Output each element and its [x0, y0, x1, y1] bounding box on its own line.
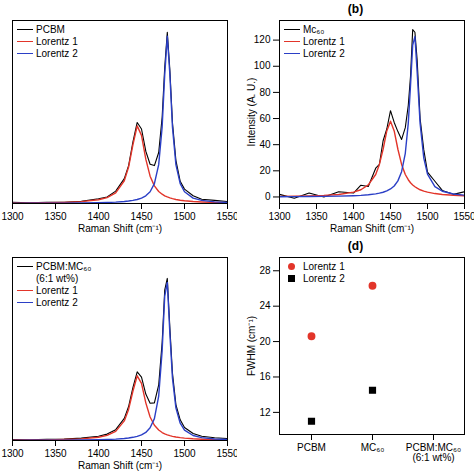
svg-text:1400: 1400	[87, 211, 110, 222]
html-text:PCBM: PCBM	[36, 24, 65, 35]
svg-text:120: 120	[254, 34, 271, 45]
html-text:Lorentz 2: Lorentz 2	[303, 273, 345, 284]
svg-text:1300: 1300	[1, 448, 24, 459]
svg-text:1550: 1550	[216, 211, 237, 222]
html-text:PCBM:MC₆₀ (6:1 wt%): PCBM:MC₆₀ (6:1 wt%)	[36, 261, 92, 284]
svg-text:1500: 1500	[173, 448, 196, 459]
svg-text:20: 20	[259, 165, 271, 176]
html-text:Mc₆₀: Mc₆₀	[303, 24, 325, 35]
svg-text:16: 16	[259, 371, 271, 382]
svg-text:1350: 1350	[44, 448, 67, 459]
svg-text:1550: 1550	[216, 448, 237, 459]
svg-text:1500: 1500	[173, 211, 196, 222]
svg-text:PCBM:MC₆₀(6:1 wt%): PCBM:MC₆₀(6:1 wt%)	[406, 442, 461, 463]
svg-text:20: 20	[259, 336, 271, 347]
svg-text:Raman Shift (cm⁻¹): Raman Shift (cm⁻¹)	[330, 223, 414, 234]
svg-text:1350: 1350	[305, 211, 328, 222]
svg-text:FWHM (cm⁻¹): FWHM (cm⁻¹)	[246, 316, 257, 376]
html-text:Lorentz 2: Lorentz 2	[36, 48, 78, 59]
svg-text:1400: 1400	[87, 448, 110, 459]
html-text:Lorentz 1: Lorentz 1	[303, 36, 345, 47]
svg-text:1500: 1500	[416, 211, 439, 222]
svg-text:12: 12	[259, 407, 271, 418]
html-text:Lorentz 1: Lorentz 1	[36, 285, 78, 296]
svg-text:1450: 1450	[379, 211, 402, 222]
svg-text:Intensity (A. U.): Intensity (A. U.)	[246, 78, 257, 147]
html-text:Lorentz 1: Lorentz 1	[303, 261, 345, 272]
svg-text:100: 100	[254, 60, 271, 71]
svg-text:60: 60	[259, 113, 271, 124]
svg-text:PCBM: PCBM	[297, 442, 326, 453]
html-text:(b): (b)	[347, 2, 364, 16]
svg-text:40: 40	[259, 139, 271, 150]
svg-text:28: 28	[259, 265, 271, 276]
svg-text:Raman Shift (cm⁻¹): Raman Shift (cm⁻¹)	[78, 460, 162, 471]
html-text:Lorentz 2: Lorentz 2	[36, 297, 78, 308]
svg-text:1400: 1400	[342, 211, 365, 222]
svg-text:24: 24	[259, 300, 271, 311]
html-text:(d): (d)	[347, 239, 364, 253]
svg-text:1300: 1300	[268, 211, 291, 222]
svg-text:Raman Shift (cm⁻¹): Raman Shift (cm⁻¹)	[78, 223, 162, 234]
svg-text:MC₆₀: MC₆₀	[361, 442, 385, 453]
svg-text:1450: 1450	[130, 211, 153, 222]
svg-text:1300: 1300	[1, 211, 24, 222]
svg-text:1550: 1550	[453, 211, 474, 222]
svg-text:1450: 1450	[130, 448, 153, 459]
html-text:Lorentz 2: Lorentz 2	[303, 48, 345, 59]
html-text:Lorentz 1: Lorentz 1	[36, 36, 78, 47]
svg-text:80: 80	[259, 87, 271, 98]
svg-text:1350: 1350	[44, 211, 67, 222]
svg-text:0: 0	[265, 191, 271, 202]
